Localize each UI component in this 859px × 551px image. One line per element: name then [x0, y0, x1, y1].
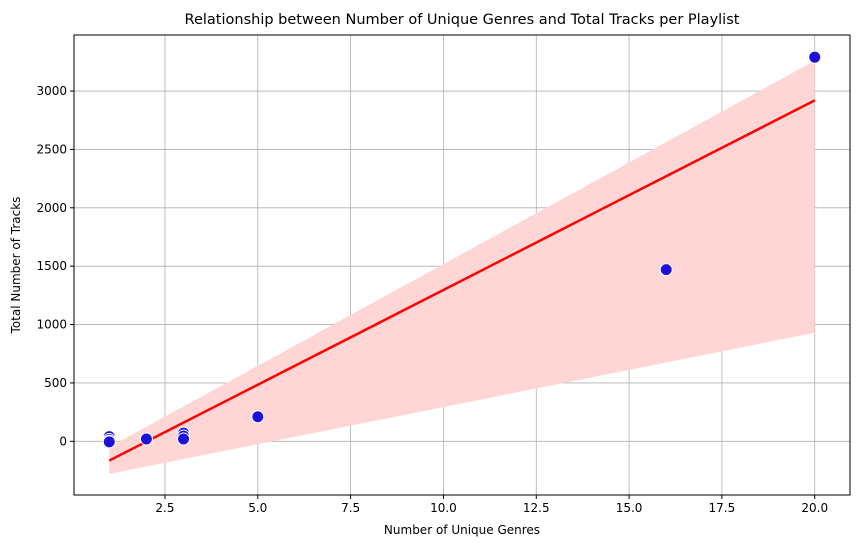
x-tick-label: 7.5 [341, 501, 360, 515]
y-tick-label: 2500 [36, 142, 67, 156]
chart-title: Relationship between Number of Unique Ge… [185, 12, 740, 28]
scatter-point [177, 432, 191, 446]
scatter-point [102, 435, 116, 449]
scatter-point [139, 432, 153, 446]
y-tick-label: 1500 [36, 259, 67, 273]
scatter-point [808, 50, 822, 64]
y-axis-label: Total Number of Tracks [9, 197, 23, 335]
x-axis-ticks: 2.5 5.0 7.5 10.0 12.5 15.0 17.5 20.0 [155, 495, 828, 515]
x-tick-label: 12.5 [523, 501, 550, 515]
y-axis-ticks: 0 500 1000 1500 2000 2500 3000 [36, 84, 74, 448]
y-tick-label: 0 [59, 434, 67, 448]
regression-line [108, 99, 816, 462]
regression-line-group [108, 99, 816, 462]
scatter-point [251, 410, 265, 424]
scatter-point [659, 263, 673, 277]
x-axis-label: Number of Unique Genres [384, 523, 540, 537]
x-tick-label: 2.5 [155, 501, 174, 515]
plot-frame [73, 34, 851, 496]
y-tick-label: 3000 [36, 84, 67, 98]
y-tick-label: 1000 [36, 318, 67, 332]
y-tick-label: 500 [44, 376, 67, 390]
x-tick-label: 5.0 [248, 501, 267, 515]
x-tick-label: 20.0 [801, 501, 828, 515]
x-tick-label: 10.0 [430, 501, 457, 515]
x-tick-label: 15.0 [616, 501, 643, 515]
x-tick-label: 17.5 [709, 501, 736, 515]
y-tick-label: 2000 [36, 201, 67, 215]
scatter-points [102, 50, 822, 449]
